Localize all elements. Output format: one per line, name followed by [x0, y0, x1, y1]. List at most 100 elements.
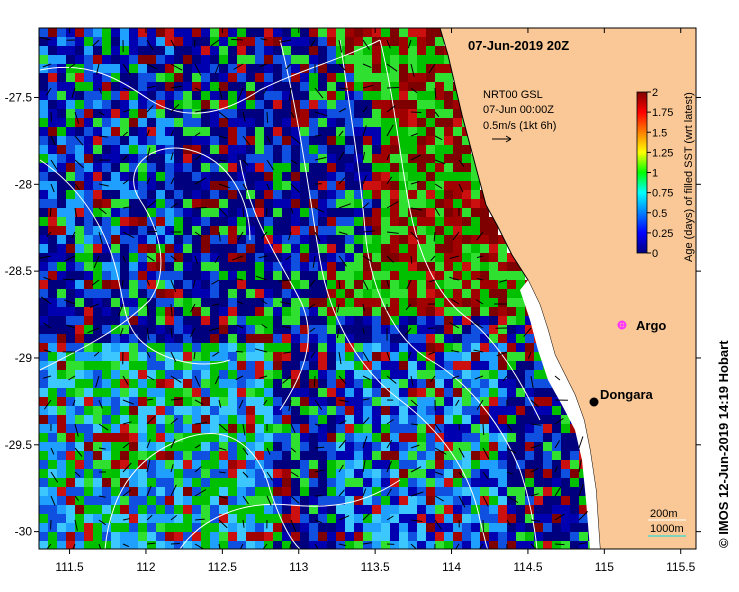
- sst-cell: [291, 217, 300, 226]
- sst-cell: [147, 244, 156, 253]
- sst-cell: [192, 280, 201, 289]
- sst-cell: [57, 154, 66, 163]
- sst-cell: [174, 73, 183, 82]
- sst-cell: [345, 541, 354, 549]
- current-arrow: [235, 278, 244, 281]
- current-arrow: [122, 518, 130, 521]
- sst-cell: [75, 91, 84, 100]
- sst-cell: [354, 478, 363, 487]
- sst-cell: [48, 73, 57, 82]
- sst-cell: [219, 46, 228, 55]
- sst-cell: [138, 406, 147, 415]
- sst-cell: [453, 460, 462, 469]
- sst-cell: [525, 469, 534, 478]
- sst-cell: [192, 163, 201, 172]
- sst-cell: [399, 370, 408, 379]
- sst-cell: [336, 478, 345, 487]
- sst-cell: [282, 298, 291, 307]
- sst-cell: [435, 253, 444, 262]
- sst-cell: [246, 433, 255, 442]
- sst-cell: [93, 199, 102, 208]
- sst-cell: [219, 469, 228, 478]
- sst-cell: [201, 334, 210, 343]
- sst-cell: [345, 379, 354, 388]
- sst-cell: [156, 334, 165, 343]
- sst-cell: [516, 523, 525, 532]
- sst-cell: [102, 469, 111, 478]
- sst-cell: [165, 109, 174, 118]
- sst-cell: [93, 334, 102, 343]
- sst-cell: [66, 280, 75, 289]
- sst-cell: [507, 262, 516, 271]
- sst-cell: [273, 496, 282, 505]
- sst-cell: [156, 91, 165, 100]
- sst-cell: [147, 118, 156, 127]
- sst-cell: [102, 352, 111, 361]
- sst-cell: [336, 145, 345, 154]
- sst-cell: [282, 154, 291, 163]
- sst-cell: [210, 262, 219, 271]
- sst-cell: [165, 145, 174, 154]
- sst-cell: [201, 496, 210, 505]
- sst-cell: [318, 109, 327, 118]
- sst-cell: [111, 487, 120, 496]
- sst-cell: [183, 397, 192, 406]
- sst-cell: [345, 217, 354, 226]
- current-arrow: [386, 231, 399, 234]
- sst-cell: [138, 154, 147, 163]
- sst-cell: [444, 163, 453, 172]
- sst-cell: [399, 127, 408, 136]
- sst-cell: [165, 100, 174, 109]
- sst-cell: [93, 136, 102, 145]
- sst-cell: [516, 442, 525, 451]
- current-arrow: [314, 134, 322, 137]
- sst-cell: [426, 487, 435, 496]
- current-arrow: [362, 375, 371, 381]
- sst-cell: [399, 73, 408, 82]
- sst-cell: [120, 145, 129, 154]
- sst-cell: [327, 433, 336, 442]
- sst-cell: [534, 478, 543, 487]
- sst-cell: [57, 451, 66, 460]
- sst-cell: [237, 541, 246, 549]
- sst-cell: [84, 262, 93, 271]
- sst-cell: [93, 460, 102, 469]
- credit-text: © IMOS 12-Jun-2019 14:19 Hobart: [716, 340, 731, 548]
- sst-cell: [516, 289, 525, 298]
- sst-cell: [219, 541, 228, 549]
- sst-cell: [111, 127, 120, 136]
- sst-cell: [318, 388, 327, 397]
- sst-cell: [156, 46, 165, 55]
- sst-cell: [489, 505, 498, 514]
- sst-cell: [345, 307, 354, 316]
- sst-cell: [345, 487, 354, 496]
- sst-cell: [453, 523, 462, 532]
- sst-cell: [489, 388, 498, 397]
- sst-cell: [435, 91, 444, 100]
- sst-cell: [147, 325, 156, 334]
- sst-cell: [327, 370, 336, 379]
- sst-cell: [453, 325, 462, 334]
- sst-cell: [498, 433, 507, 442]
- current-arrow: [218, 207, 228, 218]
- sst-cell: [507, 370, 516, 379]
- sst-cell: [66, 118, 75, 127]
- sst-cell: [417, 523, 426, 532]
- sst-cell: [435, 172, 444, 181]
- current-arrow: [170, 303, 173, 317]
- current-arrow: [43, 399, 52, 410]
- sst-cell: [147, 523, 156, 532]
- current-arrow: [482, 495, 489, 507]
- sst-cell: [120, 451, 129, 460]
- sst-cell: [156, 460, 165, 469]
- sst-cell: [120, 280, 129, 289]
- sst-cell: [300, 262, 309, 271]
- sst-cell: [84, 37, 93, 46]
- sst-cell: [210, 379, 219, 388]
- sst-cell: [444, 136, 453, 145]
- sst-cell: [435, 271, 444, 280]
- current-arrow: [482, 423, 485, 436]
- sst-cell: [381, 91, 390, 100]
- sst-cell: [246, 64, 255, 73]
- current-arrow: [218, 87, 223, 99]
